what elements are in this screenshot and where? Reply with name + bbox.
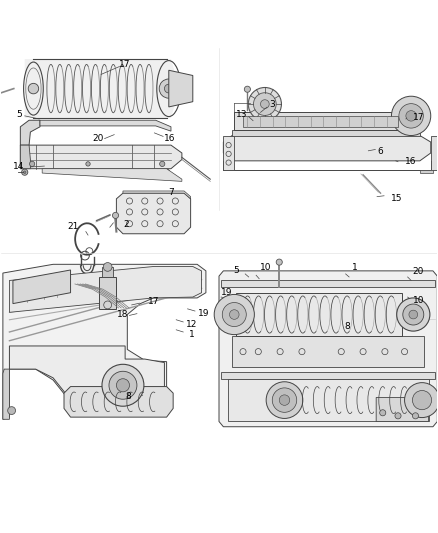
Text: 7: 7 — [168, 188, 174, 197]
Polygon shape — [376, 398, 428, 422]
Circle shape — [113, 212, 119, 219]
Polygon shape — [40, 120, 171, 131]
Bar — [102, 267, 113, 277]
Polygon shape — [243, 116, 398, 127]
Polygon shape — [42, 169, 182, 181]
Text: 5: 5 — [233, 266, 239, 276]
Text: 5: 5 — [17, 110, 22, 119]
Polygon shape — [219, 271, 437, 427]
Text: 16: 16 — [404, 157, 416, 166]
Circle shape — [21, 169, 28, 175]
Polygon shape — [25, 59, 180, 118]
Circle shape — [28, 83, 39, 94]
Polygon shape — [64, 386, 173, 417]
Circle shape — [405, 383, 438, 417]
Circle shape — [103, 263, 112, 271]
Circle shape — [163, 169, 170, 175]
Polygon shape — [10, 266, 201, 312]
Text: 21: 21 — [67, 222, 78, 231]
Text: 17: 17 — [119, 60, 130, 69]
Circle shape — [406, 111, 417, 121]
Circle shape — [102, 364, 144, 406]
Polygon shape — [169, 70, 193, 107]
Circle shape — [23, 171, 26, 174]
Circle shape — [266, 382, 303, 418]
Circle shape — [409, 310, 418, 319]
Circle shape — [222, 303, 246, 327]
Text: 6: 6 — [378, 147, 383, 156]
Circle shape — [403, 304, 424, 325]
Polygon shape — [237, 293, 403, 336]
Polygon shape — [234, 111, 411, 130]
Polygon shape — [3, 264, 206, 419]
Polygon shape — [223, 135, 431, 161]
Polygon shape — [13, 270, 71, 304]
Polygon shape — [20, 145, 30, 169]
Polygon shape — [221, 280, 435, 287]
Circle shape — [230, 310, 239, 319]
Text: 13: 13 — [236, 110, 247, 119]
Circle shape — [164, 84, 173, 93]
Circle shape — [395, 413, 401, 419]
Polygon shape — [221, 372, 435, 379]
Bar — [99, 277, 117, 309]
Circle shape — [272, 388, 297, 413]
Polygon shape — [117, 193, 191, 234]
Circle shape — [380, 410, 386, 416]
Circle shape — [413, 391, 431, 410]
Circle shape — [214, 294, 254, 335]
Text: 15: 15 — [392, 195, 403, 203]
Text: 18: 18 — [117, 310, 129, 319]
Circle shape — [86, 161, 90, 166]
Circle shape — [244, 86, 251, 92]
Polygon shape — [123, 191, 191, 199]
Text: 17: 17 — [413, 112, 425, 122]
Polygon shape — [228, 379, 428, 422]
Text: 1: 1 — [352, 263, 358, 272]
Text: 10: 10 — [260, 263, 271, 272]
Circle shape — [392, 96, 431, 135]
Text: 16: 16 — [164, 134, 176, 143]
Text: 19: 19 — [221, 288, 233, 297]
Text: 20: 20 — [92, 134, 103, 143]
Polygon shape — [420, 171, 433, 173]
Circle shape — [279, 395, 290, 405]
Text: 1: 1 — [189, 330, 195, 339]
Text: 19: 19 — [198, 309, 209, 318]
Text: 14: 14 — [13, 161, 25, 171]
Text: 8: 8 — [125, 392, 131, 401]
Circle shape — [159, 79, 178, 98]
Circle shape — [399, 103, 424, 128]
Polygon shape — [232, 130, 420, 135]
Circle shape — [8, 407, 15, 415]
Circle shape — [109, 372, 137, 399]
Circle shape — [117, 379, 130, 392]
Text: 17: 17 — [148, 297, 159, 306]
Polygon shape — [20, 145, 182, 169]
Circle shape — [248, 87, 282, 120]
Circle shape — [261, 100, 269, 108]
Circle shape — [159, 161, 165, 166]
Polygon shape — [20, 120, 40, 145]
Circle shape — [254, 93, 276, 116]
Polygon shape — [223, 135, 234, 171]
Text: 8: 8 — [344, 322, 350, 331]
Text: 20: 20 — [413, 267, 424, 276]
Text: 3: 3 — [269, 100, 275, 109]
Polygon shape — [431, 135, 437, 171]
Circle shape — [165, 171, 168, 174]
Polygon shape — [232, 336, 424, 367]
Text: 2: 2 — [124, 220, 129, 229]
Text: 10: 10 — [413, 296, 425, 305]
Circle shape — [29, 161, 35, 166]
Polygon shape — [3, 369, 10, 419]
Text: 12: 12 — [186, 320, 198, 329]
Circle shape — [413, 413, 419, 419]
Circle shape — [276, 259, 283, 265]
Circle shape — [397, 298, 430, 331]
Polygon shape — [10, 346, 164, 405]
